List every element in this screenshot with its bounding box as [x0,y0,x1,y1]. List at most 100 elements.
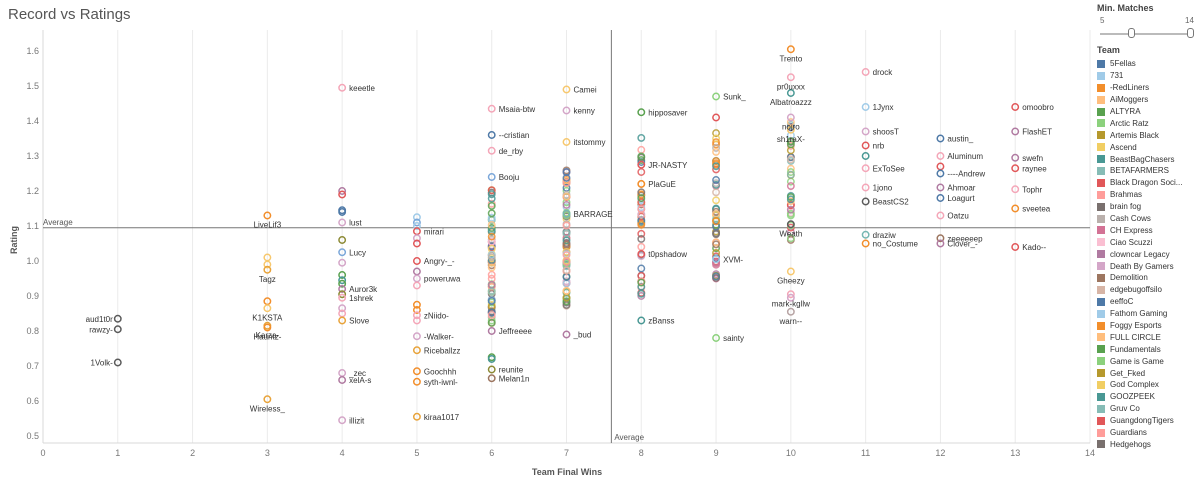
data-point[interactable] [338,236,347,244]
data-point[interactable] [637,108,646,117]
legend-item[interactable]: Ciao Scuzzi [1097,236,1200,248]
data-point[interactable] [861,183,870,192]
data-point[interactable] [861,164,870,173]
data-point[interactable] [861,103,870,111]
data-point[interactable] [1011,103,1020,111]
data-point[interactable] [637,160,646,169]
legend-item[interactable]: Artemis Black [1097,129,1200,141]
data-point[interactable] [412,346,421,355]
data-point[interactable] [1011,153,1020,162]
data-point[interactable] [562,138,571,146]
legend-item[interactable]: God Complex [1097,379,1200,391]
legend-item[interactable]: brain fog [1097,201,1200,213]
data-point[interactable] [338,285,347,293]
data-point[interactable] [412,218,421,227]
data-point[interactable] [712,92,721,101]
data-point[interactable] [786,45,795,54]
data-point[interactable] [338,304,347,313]
data-point[interactable] [861,197,870,206]
data-point[interactable] [263,323,272,332]
data-point[interactable] [786,113,795,122]
legend-item[interactable]: Brahmas [1097,189,1200,201]
legend-item[interactable]: Get_Fked [1097,367,1200,379]
data-point[interactable] [562,85,571,94]
data-point[interactable] [338,218,347,227]
legend-item[interactable]: Fundamentals [1097,343,1200,355]
data-point[interactable] [487,104,496,113]
data-point[interactable] [338,208,347,216]
legend-item[interactable]: 5Fellas [1097,58,1200,70]
legend-item[interactable]: Game is Game [1097,355,1200,367]
range-slider-track[interactable] [1100,33,1192,35]
data-point[interactable] [861,68,870,76]
data-point[interactable] [861,239,870,248]
legend-item[interactable]: FULL CIRCLE [1097,331,1200,343]
legend-item[interactable]: Ascend [1097,141,1200,153]
legend-item[interactable]: Demolition [1097,272,1200,284]
legend-item[interactable]: edgebugoffsilo [1097,284,1200,296]
data-point[interactable] [338,290,347,299]
data-point[interactable] [412,239,421,248]
legend-item[interactable]: Black Dragon Soci... [1097,177,1200,189]
data-point[interactable] [338,416,347,425]
data-point[interactable] [412,281,421,290]
legend-item[interactable]: Death By Gamers [1097,260,1200,272]
data-point[interactable] [338,271,347,279]
slider-handle-low[interactable] [1127,28,1135,38]
legend-item[interactable]: Gruv Co [1097,403,1200,415]
data-point[interactable] [338,258,347,267]
data-point[interactable] [338,279,347,288]
data-point[interactable] [1011,204,1020,213]
data-point[interactable] [861,127,870,136]
data-point[interactable] [113,325,122,334]
data-point[interactable] [786,125,795,134]
data-point[interactable] [562,330,571,339]
data-point[interactable] [412,377,421,386]
legend-item[interactable]: Arctic Ratz [1097,117,1200,129]
legend-item[interactable]: ALTYRA [1097,106,1200,118]
data-point[interactable] [712,334,721,342]
data-point[interactable] [487,131,496,139]
data-point[interactable] [712,113,721,122]
data-point[interactable] [936,183,945,192]
data-point[interactable] [113,358,122,367]
data-point[interactable] [637,180,646,188]
legend-item[interactable]: GOOZPEEK [1097,391,1200,403]
data-point[interactable] [263,395,272,404]
data-point[interactable] [263,260,272,269]
data-point[interactable] [338,187,347,195]
data-point[interactable] [487,374,496,383]
legend-item[interactable]: eeffoC [1097,296,1200,308]
legend-item[interactable]: Hedgehogs [1097,439,1200,451]
legend-item[interactable]: BETAFARMERS [1097,165,1200,177]
data-point[interactable] [263,304,272,313]
data-point[interactable] [637,316,646,325]
legend-item[interactable]: Foggy Esports [1097,320,1200,332]
legend-item[interactable]: 731 [1097,70,1200,82]
data-point[interactable] [412,332,421,341]
legend-item[interactable]: -RedLiners [1097,82,1200,94]
data-point[interactable] [936,152,945,160]
data-point[interactable] [338,248,347,257]
data-point[interactable] [338,376,347,384]
data-point[interactable] [786,293,795,302]
data-point[interactable] [412,311,421,320]
data-point[interactable] [487,355,496,363]
data-point[interactable] [1011,164,1020,173]
data-point[interactable] [412,222,421,230]
data-point[interactable] [338,190,347,199]
data-point[interactable] [562,106,571,115]
legend-item[interactable]: Cash Cows [1097,213,1200,225]
data-point[interactable] [487,173,496,181]
legend-item[interactable]: BeastBagChasers [1097,153,1200,165]
data-point[interactable] [786,73,795,82]
data-point[interactable] [1011,185,1020,194]
data-point[interactable] [1011,243,1020,251]
data-point[interactable] [786,290,795,299]
data-point[interactable] [487,146,496,155]
data-point[interactable] [338,83,347,92]
data-point[interactable] [786,267,795,276]
data-point[interactable] [338,276,347,285]
data-point[interactable] [936,234,945,243]
data-point[interactable] [861,230,870,239]
